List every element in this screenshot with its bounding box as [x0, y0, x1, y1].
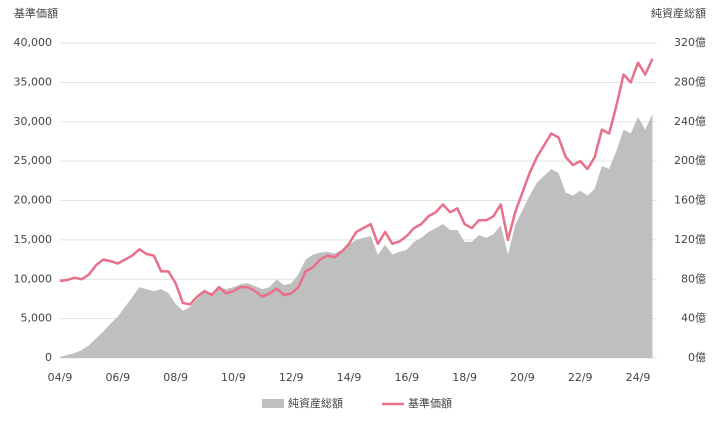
x-tick-label: 20/9 — [510, 371, 535, 384]
area — [60, 113, 653, 358]
y2-tick-label: 200億 — [674, 154, 706, 167]
y2-tick-label: 240億 — [674, 115, 706, 128]
y2-tick-label: 0億 — [688, 351, 706, 364]
y-tick-label: 5,000 — [21, 312, 53, 325]
y-axis-title: 基準価額 — [14, 6, 58, 20]
legend-swatch — [262, 399, 284, 408]
y-tick-label: 30,000 — [14, 115, 53, 128]
y2-tick-label: 160億 — [674, 194, 706, 207]
x-tick-label: 04/9 — [48, 371, 73, 384]
y2-tick-label: 320億 — [674, 36, 706, 49]
x-tick-label: 14/9 — [337, 371, 362, 384]
y-tick-label: 20,000 — [14, 194, 53, 207]
y2-tick-label: 120億 — [674, 233, 706, 246]
y2-tick-label: 280億 — [674, 75, 706, 88]
x-tick-label: 06/9 — [105, 371, 130, 384]
x-tick-label: 18/9 — [452, 371, 477, 384]
x-tick-label: 12/9 — [279, 371, 304, 384]
legend-label: 基準価額 — [408, 396, 452, 410]
y-tick-label: 0 — [45, 351, 52, 364]
y-tick-label: 10,000 — [14, 272, 53, 285]
x-tick-label: 16/9 — [394, 371, 419, 384]
x-tick-label: 22/9 — [568, 371, 593, 384]
y-tick-label: 25,000 — [14, 154, 53, 167]
x-tick-label: 24/9 — [626, 371, 651, 384]
y2-tick-label: 40億 — [681, 312, 706, 325]
line — [59, 58, 654, 306]
legend-label: 純資産総額 — [288, 396, 343, 410]
x-tick-label: 10/9 — [221, 371, 246, 384]
y2-tick-label: 80億 — [681, 272, 706, 285]
y2-axis-title: 純資産総額 — [651, 6, 706, 20]
y-tick-label: 15,000 — [14, 233, 53, 246]
y-tick-label: 40,000 — [14, 36, 53, 49]
x-tick-label: 08/9 — [163, 371, 188, 384]
y-tick-label: 35,000 — [14, 75, 53, 88]
